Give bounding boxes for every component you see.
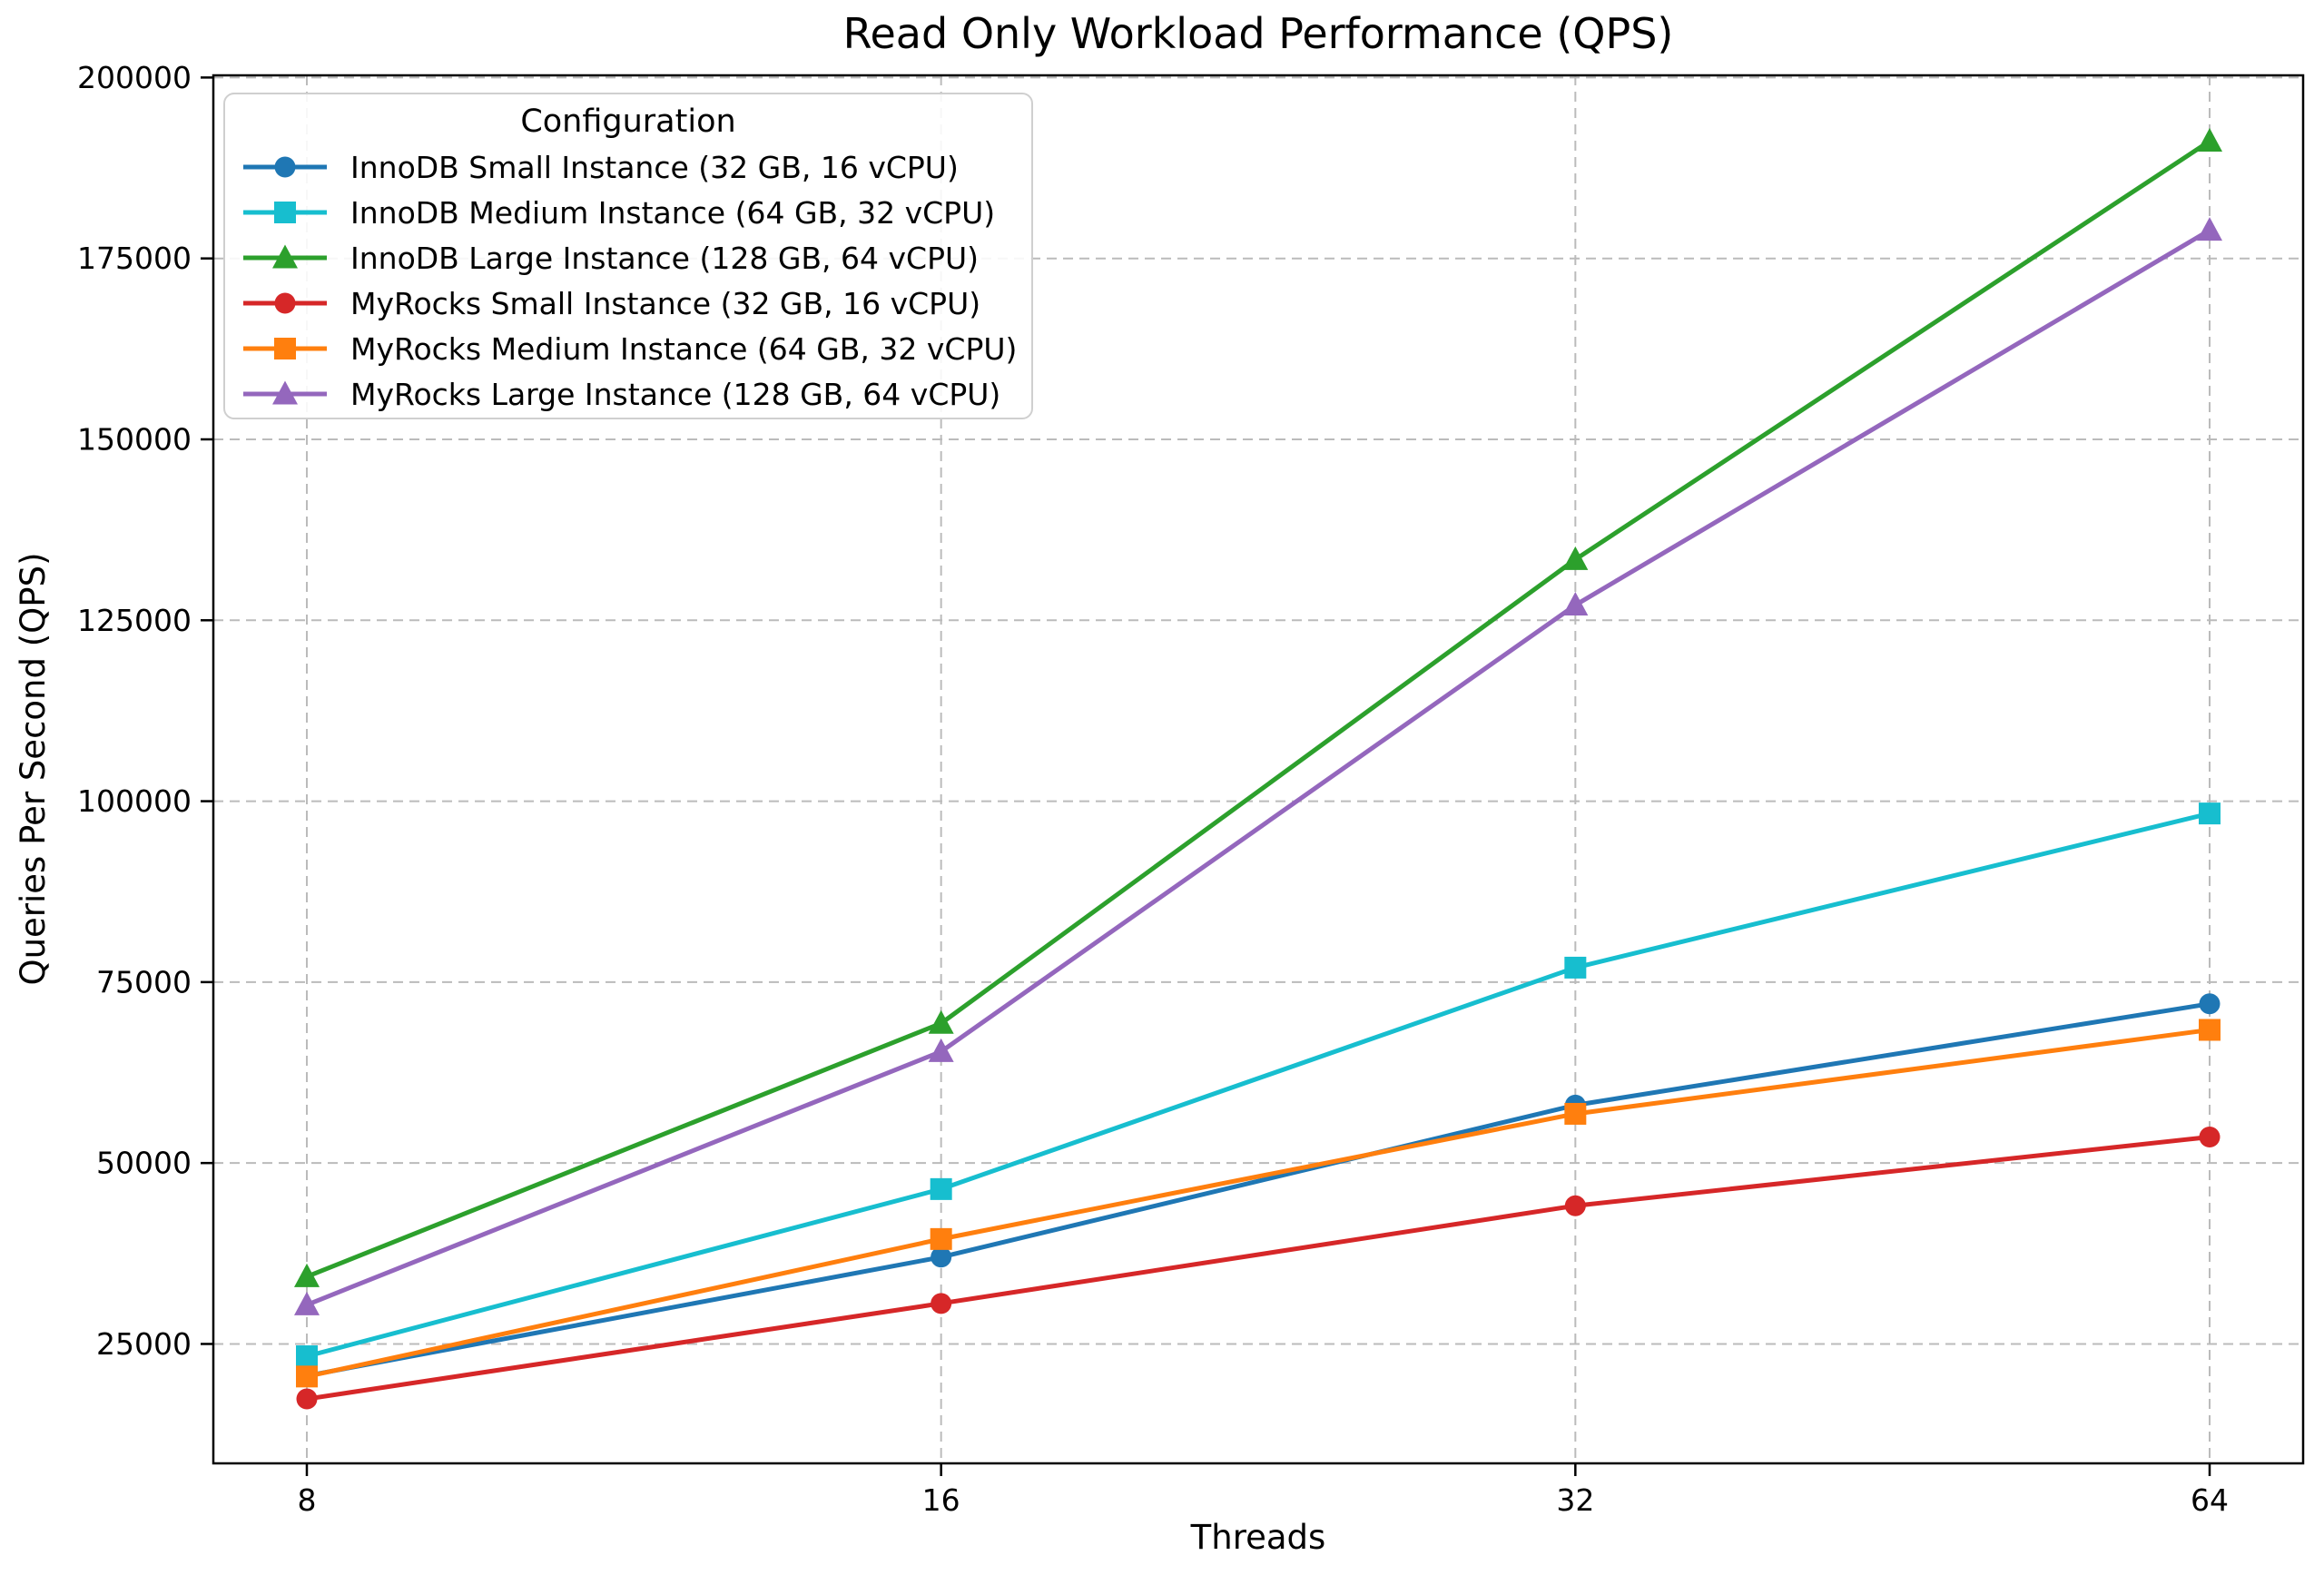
y-tick-label: 125000 xyxy=(77,603,192,638)
series-marker-square xyxy=(296,1345,318,1368)
legend-item: InnoDB Large Instance (128 GB, 64 vCPU) xyxy=(225,235,1031,281)
series-marker-triangle xyxy=(1562,592,1589,616)
series-marker-triangle xyxy=(294,1291,320,1315)
series-marker-circle xyxy=(296,1388,318,1410)
legend-item-label: MyRocks Medium Instance (64 GB, 32 vCPU) xyxy=(350,330,1018,367)
series-marker-triangle xyxy=(272,380,298,405)
x-axis-label: Threads xyxy=(1190,1518,1326,1557)
legend-swatch-square xyxy=(243,202,327,223)
y-tick-label: 175000 xyxy=(77,241,192,276)
x-tick-label: 16 xyxy=(922,1482,960,1518)
series-5 xyxy=(294,217,2222,1315)
series-marker-triangle xyxy=(928,1038,954,1062)
series-marker-square xyxy=(930,1177,952,1200)
series-line xyxy=(304,1134,2212,1402)
legend-swatch-square xyxy=(243,338,327,359)
series-marker-circle xyxy=(274,156,296,178)
legend-item: InnoDB Small Instance (32 GB, 16 vCPU) xyxy=(225,144,1031,190)
series-1 xyxy=(296,802,2221,1368)
series-marker-triangle xyxy=(272,244,298,269)
series-0 xyxy=(296,993,2221,1387)
legend-swatch-circle xyxy=(243,156,327,178)
series-marker-triangle xyxy=(928,1009,954,1034)
series-marker-square xyxy=(296,1365,318,1388)
series-4 xyxy=(296,1019,2221,1388)
legend-item-label: MyRocks Large Instance (128 GB, 64 vCPU) xyxy=(350,376,1001,412)
series-marker-square xyxy=(274,338,296,359)
series-2 xyxy=(294,128,2222,1287)
series-line xyxy=(304,1027,2212,1379)
series-marker-circle xyxy=(931,1246,952,1268)
series-line xyxy=(304,228,2212,1307)
legend-swatch-triangle xyxy=(243,380,327,405)
series-marker-triangle xyxy=(2197,128,2222,153)
series-line xyxy=(304,811,2212,1359)
y-tick-label: 150000 xyxy=(77,422,192,458)
legend-swatch-circle xyxy=(243,292,327,314)
legend-title: Configuration xyxy=(520,103,736,140)
series-marker-circle xyxy=(931,1293,952,1314)
legend-item-label: MyRocks Small Instance (32 GB, 16 vCPU) xyxy=(350,285,981,321)
legend-item: MyRocks Medium Instance (64 GB, 32 vCPU) xyxy=(225,326,1031,371)
legend-item-label: InnoDB Medium Instance (64 GB, 32 vCPU) xyxy=(350,194,996,231)
legend-item: InnoDB Medium Instance (64 GB, 32 vCPU) xyxy=(225,190,1031,235)
series-marker-square xyxy=(930,1227,952,1250)
y-tick-label: 25000 xyxy=(96,1326,192,1362)
y-axis-label: Queries Per Second (QPS) xyxy=(14,552,53,986)
series-marker-circle xyxy=(2199,993,2221,1015)
y-tick-label: 200000 xyxy=(77,60,192,95)
plot-border xyxy=(212,74,2305,1465)
legend-item: MyRocks Large Instance (128 GB, 64 vCPU) xyxy=(225,371,1031,417)
x-tick-label: 32 xyxy=(1556,1482,1594,1518)
x-tick-label: 8 xyxy=(298,1482,317,1518)
legend-item: MyRocks Small Instance (32 GB, 16 vCPU) xyxy=(225,281,1031,326)
legend-swatch-triangle xyxy=(243,244,327,269)
series-marker-triangle xyxy=(294,1263,320,1287)
series-line xyxy=(304,139,2212,1279)
series-marker-square xyxy=(274,202,296,223)
legend-item-label: InnoDB Small Instance (32 GB, 16 vCPU) xyxy=(350,149,959,185)
series-marker-circle xyxy=(1564,1195,1586,1216)
series-marker-triangle xyxy=(1562,546,1589,570)
axis-ticks xyxy=(201,76,2211,1476)
chart-title: Read Only Workload Performance (QPS) xyxy=(842,9,1674,58)
series-line xyxy=(304,1001,2212,1379)
series-3 xyxy=(296,1126,2221,1410)
series-marker-square xyxy=(2199,1019,2221,1041)
series-marker-circle xyxy=(274,292,296,314)
series-marker-square xyxy=(1564,956,1587,979)
series-marker-square xyxy=(1564,1102,1587,1125)
x-tick-label: 64 xyxy=(2191,1482,2229,1518)
legend-item-label: InnoDB Large Instance (128 GB, 64 vCPU) xyxy=(350,240,980,276)
legend-rows: InnoDB Small Instance (32 GB, 16 vCPU) In… xyxy=(225,144,1031,417)
legend: Configuration InnoDB Small Instance (32 … xyxy=(223,93,1033,419)
y-tick-label: 100000 xyxy=(77,783,192,819)
axis-tick-labels: 25000 50000 75000 100000 125000 150000 175000 2… xyxy=(77,60,2229,1518)
y-tick-label: 50000 xyxy=(96,1146,192,1181)
series-marker-square xyxy=(2199,802,2221,825)
y-tick-label: 75000 xyxy=(96,964,192,999)
series-marker-circle xyxy=(2199,1126,2221,1147)
series-marker-triangle xyxy=(2197,217,2222,241)
